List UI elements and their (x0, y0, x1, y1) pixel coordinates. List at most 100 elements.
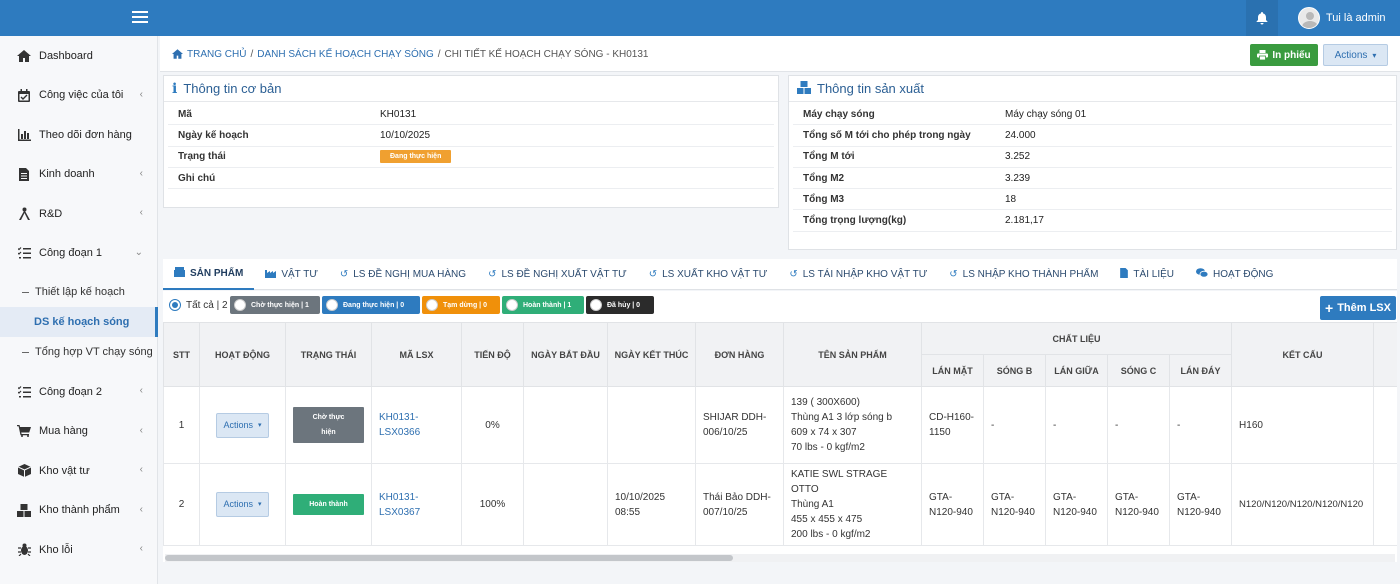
info-key: Ghi chú (178, 172, 216, 184)
sidebar-item-stage-2[interactable]: Công đoạn 2 ‹ (0, 372, 157, 412)
chevron-down-icon: ⌄ (134, 246, 143, 258)
product-line: Thùng A1 (791, 499, 834, 510)
breadcrumb-separator: / (437, 49, 441, 60)
col-progress: TIẾN ĐỘ (461, 322, 524, 387)
notification-bell-icon[interactable] (1246, 0, 1278, 36)
horizontal-scrollbar[interactable] (165, 554, 1395, 562)
cell-start (523, 386, 608, 464)
file-icon (16, 166, 32, 182)
filter-completed[interactable]: Hoàn thành | 1 (502, 296, 584, 314)
add-production-order-button[interactable]: + Thêm LSX (1320, 296, 1396, 320)
tab-issue-requests[interactable]: ↺ LS ĐỀ NGHỊ XUẤT VẬT TƯ (477, 259, 638, 290)
row-actions-dropdown[interactable]: Actions ▾ (216, 412, 269, 438)
info-key: Ngày kế hoạch (178, 129, 249, 141)
list-check-icon (16, 245, 32, 261)
sidebar-subitem-material-summary[interactable]: Tổng hợp VT chạy sóng (0, 337, 157, 367)
home-icon[interactable] (172, 49, 183, 62)
sidebar-subitem-corrugation-plans[interactable]: DS kế hoạch sóng (0, 307, 158, 337)
tab-materials[interactable]: VẬT TƯ (254, 259, 329, 290)
home-icon (16, 48, 32, 64)
radio-icon (326, 299, 338, 311)
radio-icon (234, 299, 246, 311)
filter-in-progress[interactable]: Đang thực hiện | 0 (322, 296, 420, 314)
info-value: 3.239 (1005, 172, 1031, 184)
tab-label: LS TÁI NHẬP KHO VẬT TƯ (802, 268, 928, 280)
col-m1: LÁN MẶT (921, 354, 984, 387)
sidebar-subitem-label: Thiết lập kế hoạch (35, 286, 125, 298)
sidebar-item-sales[interactable]: Kinh doanh ‹ (0, 155, 157, 195)
col-stt: STT (163, 322, 200, 387)
info-row-plan-date: Ngày kế hoạch 10/10/2025 (168, 125, 774, 147)
scrollbar-thumb[interactable] (165, 555, 733, 561)
col-extra (1373, 322, 1397, 387)
cell-m2: - (983, 386, 1046, 464)
tab-product-receipts[interactable]: ↺ LS NHẬP KHO THÀNH PHẨM (938, 259, 1109, 290)
sidebar-item-material-warehouse[interactable]: Kho vật tư ‹ (0, 451, 157, 491)
tab-material-returns[interactable]: ↺ LS TÁI NHẬP KHO VẬT TƯ (778, 259, 938, 290)
cell-stt: 2 (163, 463, 200, 546)
info-key: Tổng M2 (803, 172, 845, 184)
cell-structure: N120/N120/N120/N120/N120 (1231, 463, 1375, 546)
filter-cancelled[interactable]: Đã hủy | 0 (586, 296, 654, 314)
comments-icon (1196, 267, 1209, 281)
cell-stt: 1 (163, 386, 200, 464)
list-check-icon (16, 384, 32, 400)
product-line: KATIE SWL STRAGE OTTO (791, 469, 888, 495)
filter-label: Hoàn thành | 1 (523, 301, 572, 309)
tab-material-issues[interactable]: ↺ LS XUẤT KHO VẬT TƯ (638, 259, 779, 290)
cell-end: 10/10/2025 08:55 (607, 463, 696, 546)
tab-documents[interactable]: TÀI LIỆU (1109, 259, 1185, 290)
sidebar-item-defect-warehouse[interactable]: Kho lỗi ‹ (0, 530, 157, 570)
breadcrumb-separator: / (250, 49, 254, 60)
sidebar-subitem-label: Tổng hợp VT chạy sóng (35, 346, 153, 358)
cell-m2: GTA-N120-940 (983, 463, 1046, 546)
info-key: Tổng M tới (803, 151, 855, 163)
cart-icon (16, 423, 32, 439)
cell-order: Thái Bảo DDH-007/10/25 (695, 463, 784, 546)
hamburger-menu-icon[interactable] (132, 11, 148, 25)
tab-purchase-requests[interactable]: ↺ LS ĐỀ NGHỊ MUA HÀNG (329, 259, 477, 290)
sidebar-subitem-plan-setup[interactable]: Thiết lập kế hoạch (0, 277, 157, 307)
order-code-link[interactable]: KH0131-LSX0366 (379, 412, 421, 438)
sidebar-item-purchasing[interactable]: Mua hàng ‹ (0, 412, 157, 452)
actions-dropdown[interactable]: Actions ▾ (1323, 44, 1388, 66)
sidebar-item-dashboard[interactable]: Dashboard (0, 36, 157, 76)
prod-row-weight: Tổng trọng lượng(kg) 2.181,17 (793, 210, 1392, 232)
cell-extra (1373, 463, 1397, 546)
status-badge: Hoàn thành (293, 494, 364, 515)
filter-label: Đang thực hiện | 0 (343, 301, 405, 309)
col-m3: LÁN GIỮA (1045, 354, 1108, 387)
sidebar-item-my-tasks[interactable]: Công việc của tôi ‹ (0, 76, 157, 116)
sidebar-item-stage-1[interactable]: Công đoạn 1 ⌄ (0, 234, 157, 274)
breadcrumb-list-link[interactable]: DANH SÁCH KẾ HOẠCH CHẠY SÓNG (257, 49, 434, 60)
sidebar-item-product-warehouse[interactable]: Kho thành phẩm ‹ (0, 491, 157, 531)
cell-m3: GTA-N120-940 (1045, 463, 1108, 546)
info-key: Tổng M3 (803, 193, 845, 205)
row-actions-dropdown[interactable]: Actions ▾ (216, 492, 269, 517)
radio-icon (426, 299, 438, 311)
sidebar-subitem-label: DS kế hoạch sóng (34, 316, 130, 328)
filter-waiting[interactable]: Chờ thực hiện | 1 (230, 296, 320, 314)
filter-label: Chờ thực hiện | 1 (251, 301, 309, 309)
user-menu[interactable]: Tui là admin (1290, 0, 1394, 36)
tab-products[interactable]: SẢN PHẨM (163, 259, 255, 290)
col-status: TRẠNG THÁI (285, 322, 372, 387)
calendar-check-icon (16, 87, 32, 103)
chevron-down-icon: ▾ (1372, 50, 1377, 60)
print-button[interactable]: In phiếu (1250, 44, 1318, 66)
sidebar-item-rnd[interactable]: R&D ‹ (0, 194, 157, 234)
col-structure: KẾT CẤU (1231, 322, 1375, 387)
col-material: CHẤT LIỆU (920, 322, 1233, 355)
cell-m1: CD-H160-1150 (921, 386, 984, 464)
filter-all[interactable]: Tất cả | 2 (169, 299, 228, 311)
order-code-link[interactable]: KH0131-LSX0367 (379, 491, 421, 518)
tab-activity[interactable]: HOẠT ĐỘNG (1185, 259, 1284, 290)
filter-paused[interactable]: Tạm dừng | 0 (422, 296, 500, 314)
breadcrumb-home-link[interactable]: TRANG CHỦ (187, 49, 247, 60)
sidebar-item-label: Công đoạn 2 (39, 385, 102, 398)
sidebar-item-order-tracking[interactable]: Theo dõi đơn hàng (0, 115, 157, 155)
breadcrumb-bar: TRANG CHỦ / DANH SÁCH KẾ HOẠCH CHẠY SÓNG… (160, 36, 1400, 72)
chevron-left-icon: ‹ (139, 167, 143, 179)
file-icon (1120, 267, 1129, 281)
info-value: 10/10/2025 (380, 129, 431, 141)
